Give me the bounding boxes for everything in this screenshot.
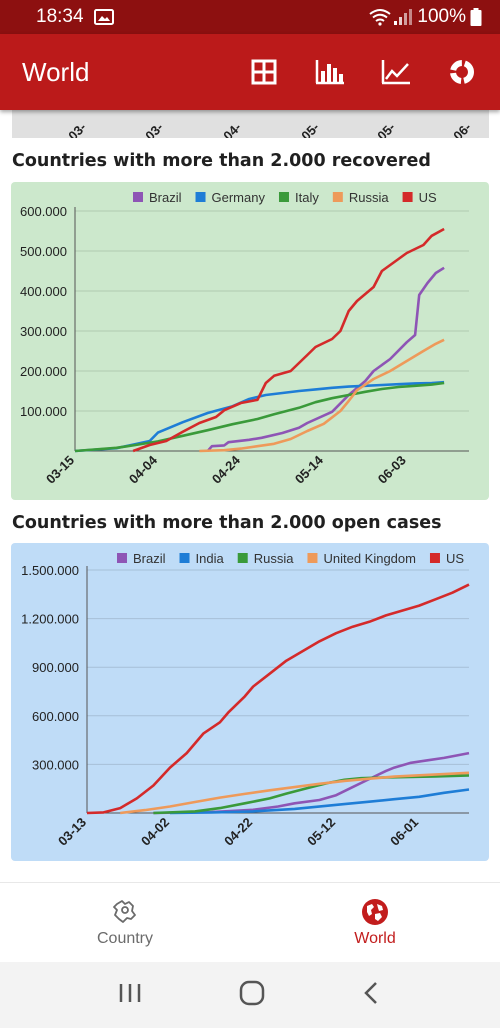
series-line-us [132, 227, 445, 453]
legend-label: Italy [295, 190, 319, 205]
bar-chart-button[interactable] [312, 54, 348, 90]
recovered-chart-card: 100.000 200.000 300.000 400.000 500.000 600.0… [11, 182, 489, 500]
x-tick-label: 04-02 [138, 815, 172, 849]
y-tick-label: 1.200.000 [21, 612, 79, 627]
series-line-brazil [206, 266, 445, 452]
y-tick-label: 600.000 [20, 204, 67, 219]
donut-icon [450, 60, 474, 84]
series-line-india [169, 788, 470, 815]
previous-chart-ticks: 03- 03- 04- 05- 05- 06- [65, 120, 474, 144]
battery-icon [470, 8, 482, 26]
y-tick-label: 200.000 [20, 364, 67, 379]
series-line-russia [199, 338, 445, 453]
y-tick-label: 900.000 [32, 660, 79, 675]
legend-label: US [419, 190, 437, 205]
series-line-italy [74, 381, 445, 453]
line-chart-button[interactable] [378, 54, 414, 90]
legend-swatch [402, 192, 413, 202]
y-tick-label: 300.000 [20, 324, 67, 339]
legend-swatch [429, 553, 440, 563]
image-notification-icon [93, 9, 114, 25]
map-location-icon [113, 899, 136, 923]
legend-swatch [117, 553, 127, 563]
globe-icon [362, 898, 388, 925]
series-line-germany [74, 380, 445, 453]
x-tick-label: 04-04 [126, 452, 161, 487]
content-scroll[interactable]: 03- 03- 04- 05- 05- 06- Countries with more t… [0, 110, 500, 882]
legend-label: India [196, 551, 225, 566]
home-icon [239, 980, 265, 1005]
recent-apps-button[interactable] [118, 982, 142, 1009]
legend-label: Germany [212, 190, 266, 205]
nav-country-label: Country [96, 929, 154, 947]
x-tick-label: 06-03 [375, 453, 409, 487]
legend-swatch [278, 192, 289, 202]
legend-swatch [307, 553, 318, 563]
nav-world[interactable]: World [250, 883, 500, 962]
legend-label: Brazil [149, 190, 182, 205]
donut-chart-button[interactable] [444, 54, 480, 90]
nav-country[interactable]: Country [0, 883, 250, 962]
back-icon [363, 981, 377, 1004]
app-bar: World [0, 34, 500, 110]
chart-legend: Brazil Germany Italy Russia US [133, 190, 437, 205]
system-navigation-bar [0, 962, 500, 1028]
prev-x-tick-label: 04- [220, 120, 244, 138]
chart-legend: Brazil India Russia United Kingdom US [117, 551, 464, 566]
table-view-button[interactable] [246, 54, 282, 90]
legend-label: Russia [254, 551, 295, 566]
prev-x-tick-label: 03- [142, 120, 166, 138]
open-cases-chart: 300.000 600.000 900.000 1.200.000 1.500.000 0… [21, 551, 470, 849]
series-line-united-kingdom [120, 771, 470, 815]
legend-label: Brazil [133, 551, 166, 566]
battery-percent: 100% [417, 6, 466, 27]
legend-label: United Kingdom [323, 551, 416, 566]
page-title: World [22, 56, 90, 87]
series-line-brazil [153, 751, 470, 815]
x-tick-label: 04-22 [221, 815, 255, 849]
previous-chart-card: 03- 03- 04- 05- 05- 06- [12, 110, 489, 144]
bottom-navigation: Country World [0, 882, 500, 962]
home-button[interactable] [239, 980, 265, 1011]
y-tick-label: 500.000 [20, 244, 67, 259]
legend-label: US [446, 551, 464, 566]
series-line-us [86, 583, 470, 815]
x-tick-label: 05-14 [292, 452, 327, 487]
x-tick-label: 03-15 [43, 453, 77, 487]
legend-swatch [133, 192, 143, 202]
legend-swatch [237, 553, 248, 563]
legend-swatch [195, 192, 206, 202]
y-tick-label: 300.000 [32, 757, 79, 772]
bar-chart-icon [315, 60, 344, 85]
x-tick-label: 06-01 [387, 815, 421, 849]
wifi-icon [369, 9, 392, 26]
y-tick-label: 100.000 [20, 404, 67, 419]
legend-swatch [332, 192, 343, 202]
legend-label: Russia [349, 190, 390, 205]
x-tick-label: 04-24 [209, 452, 244, 487]
recent-apps-icon [120, 983, 141, 1002]
back-button[interactable] [362, 981, 382, 1010]
x-tick-label: 03-13 [55, 815, 89, 849]
recovered-chart: 100.000 200.000 300.000 400.000 500.000 600.0… [20, 190, 469, 487]
x-tick-label: 05-12 [304, 815, 338, 849]
grid-icon [251, 59, 277, 85]
y-tick-label: 400.000 [20, 284, 67, 299]
prev-x-tick-label: 06- [450, 120, 474, 138]
line-chart-icon [381, 60, 410, 85]
open-cases-section-title: Countries with more than 2.000 open case… [12, 513, 442, 533]
status-time: 18:34 [36, 6, 84, 27]
signal-icon [394, 9, 413, 25]
y-tick-label: 1.500.000 [21, 563, 79, 578]
open-cases-chart-card: 300.000 600.000 900.000 1.200.000 1.500.000 0… [11, 543, 489, 861]
prev-x-tick-label: 05- [298, 120, 322, 138]
legend-swatch [179, 553, 190, 563]
recovered-section-title: Countries with more than 2.000 recovered [12, 151, 431, 171]
prev-x-tick-label: 03- [65, 120, 89, 138]
nav-world-label: World [354, 929, 396, 947]
y-tick-label: 600.000 [32, 709, 79, 724]
status-bar: 18:34 100% [0, 0, 500, 34]
prev-x-tick-label: 05- [374, 120, 398, 138]
